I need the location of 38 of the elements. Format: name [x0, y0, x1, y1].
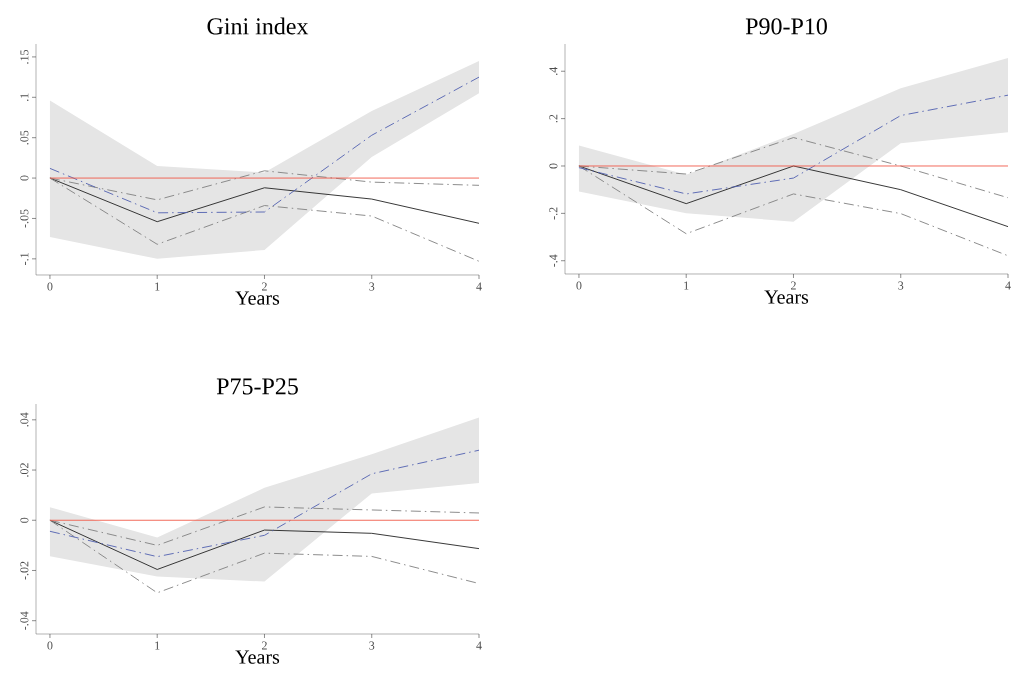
x-axis-title: Years [235, 291, 280, 305]
y-tick-label: -.4 [549, 254, 558, 267]
x-tick-label: 1 [684, 281, 689, 290]
x-tick-label: 0 [576, 281, 582, 290]
y-tick-label: .1 [20, 93, 29, 102]
chart-title: P75-P25 [216, 378, 298, 395]
y-tick-label: -.05 [20, 209, 29, 228]
chart-title: P90-P10 [745, 18, 827, 35]
x-tick-label: 4 [1005, 281, 1011, 290]
x-tick-label: 4 [476, 282, 482, 291]
x-tick-label: 2 [262, 641, 267, 650]
chart-title: Gini index [207, 17, 309, 35]
line-series [578, 94, 1009, 195]
x-axis-title: Years [764, 290, 809, 304]
y-tick-label: .4 [549, 66, 558, 75]
y-tick-label: .2 [549, 114, 558, 123]
x-tick-label: 3 [369, 282, 375, 291]
y-tick-label: -.04 [20, 611, 29, 630]
y-tick-label: .05 [20, 130, 29, 145]
x-tick-label: 2 [262, 282, 267, 291]
x-tick-label: 2 [791, 281, 796, 290]
y-tick-label: 0 [20, 175, 29, 181]
x-tick-label: 0 [47, 641, 53, 650]
x-tick-label: 1 [155, 641, 160, 650]
y-tick-label: -.1 [20, 253, 29, 265]
x-tick-label: 3 [898, 281, 904, 290]
y-tick-label: -.2 [549, 207, 558, 220]
y-tick-label: -.02 [20, 561, 29, 580]
x-tick-label: 0 [47, 282, 53, 291]
x-tick-label: 1 [155, 282, 160, 291]
x-tick-label: 4 [476, 641, 482, 650]
y-tick-label: .15 [20, 49, 29, 64]
y-tick-label: .04 [20, 412, 29, 427]
y-tick-label: 0 [549, 163, 558, 169]
y-tick-label: .02 [20, 463, 29, 477]
y-tick-label: 0 [20, 517, 29, 523]
x-axis-title: Years [235, 650, 280, 664]
x-tick-label: 3 [369, 641, 375, 650]
